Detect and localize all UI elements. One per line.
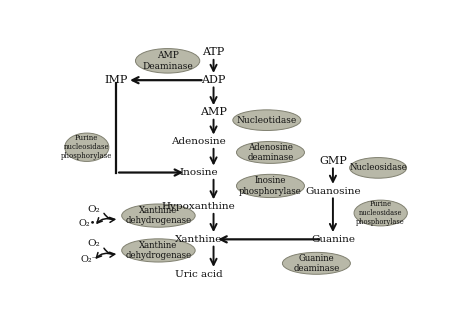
Text: Adenosine: Adenosine (172, 137, 226, 146)
Ellipse shape (283, 252, 350, 274)
Ellipse shape (65, 133, 109, 161)
Text: Hypoxanthine: Hypoxanthine (162, 202, 236, 211)
Text: Guanine: Guanine (311, 235, 355, 244)
Text: AMP
Deaminase: AMP Deaminase (142, 51, 193, 71)
Text: O₂⁻: O₂⁻ (81, 255, 98, 264)
Ellipse shape (122, 204, 195, 227)
Text: O₂: O₂ (88, 240, 100, 249)
Text: Guanosine: Guanosine (305, 187, 361, 196)
Text: ADP: ADP (201, 75, 226, 85)
Text: IMP: IMP (104, 75, 128, 85)
Text: Xanthine
dehydrogenase: Xanthine dehydrogenase (125, 206, 191, 225)
Text: Nucleosidase: Nucleosidase (349, 163, 407, 173)
Ellipse shape (122, 239, 195, 262)
Text: Purine
nucleosidase
phosphorylase: Purine nucleosidase phosphorylase (356, 200, 405, 226)
Text: Adenosine
deaminase: Adenosine deaminase (247, 143, 294, 162)
Ellipse shape (233, 110, 301, 130)
Text: O₂: O₂ (88, 205, 100, 214)
Text: GMP: GMP (319, 156, 347, 166)
Text: O₂•⁻: O₂•⁻ (78, 219, 100, 228)
Ellipse shape (237, 141, 304, 163)
Text: ATP: ATP (202, 47, 225, 57)
Text: Nucleotidase: Nucleotidase (237, 116, 297, 125)
Text: Guanine
deaminase: Guanine deaminase (293, 254, 339, 273)
Ellipse shape (350, 157, 407, 178)
Ellipse shape (354, 200, 407, 226)
Ellipse shape (237, 174, 304, 198)
Text: Xanthine: Xanthine (175, 235, 222, 244)
Ellipse shape (136, 49, 200, 73)
Text: Xanthine
dehydrogenase: Xanthine dehydrogenase (125, 241, 191, 260)
Text: Inosine: Inosine (180, 168, 218, 177)
Text: AMP: AMP (200, 108, 227, 118)
Text: Uric acid: Uric acid (175, 270, 223, 279)
Text: Inosine
phosphorylase: Inosine phosphorylase (239, 176, 302, 196)
Text: Purine
nucleosidase
phosphorylase: Purine nucleosidase phosphorylase (61, 134, 112, 160)
